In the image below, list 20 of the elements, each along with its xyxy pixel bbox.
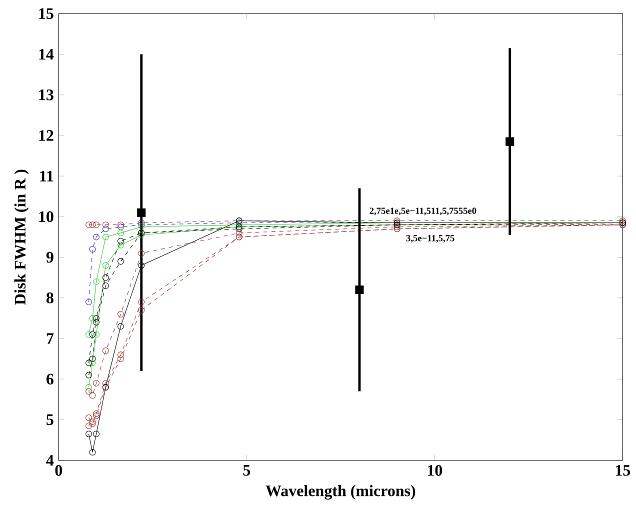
x-tick-label: 5 <box>243 465 250 476</box>
x-tick-label: 0 <box>55 465 62 476</box>
y-tick-label: 7 <box>46 333 54 344</box>
x-axis-title: Wavelength (microns) <box>266 484 416 500</box>
y-tick-label: 4 <box>46 455 54 466</box>
y-tick-label: 9 <box>46 252 54 263</box>
x-tick-label: 15 <box>616 465 630 476</box>
y-tick-label: 5 <box>46 414 54 426</box>
x-tick-label: 10 <box>428 465 442 476</box>
y-tick-label: 6 <box>46 374 54 384</box>
y-tick-label: 15 <box>39 8 54 20</box>
y-tick-label: 13 <box>39 89 54 100</box>
y-axis-title: Disk FWHM (in R ) <box>14 170 29 305</box>
y-tick-label: 14 <box>39 48 54 60</box>
annotation: 2,75e1e,5e−11,511,5,7555e0 <box>370 208 476 216</box>
y-tick-label: 11 <box>40 170 54 182</box>
y-tick-label: 10 <box>39 211 54 222</box>
y-tick-label: 12 <box>39 130 54 141</box>
annotation: 3,5e−11,5,75 <box>406 235 454 243</box>
y-tick-label: 8 <box>46 292 54 304</box>
